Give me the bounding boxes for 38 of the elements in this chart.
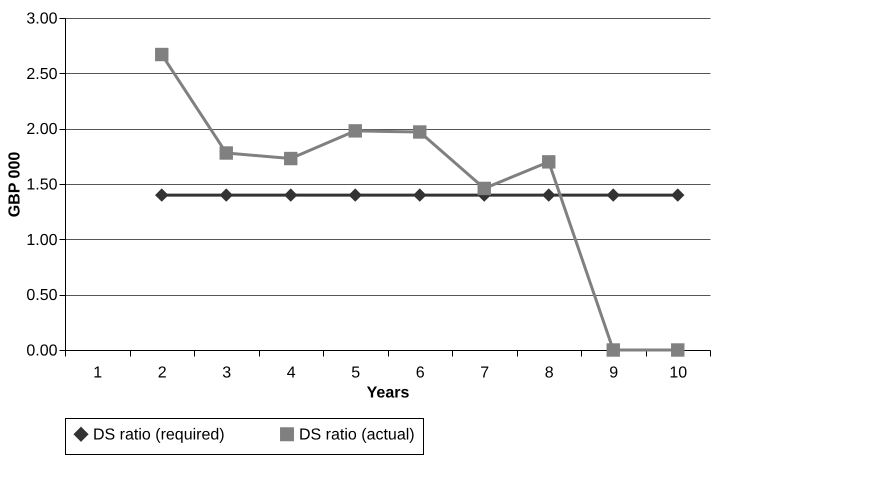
x-tick-label: 1 xyxy=(93,364,102,382)
point xyxy=(671,343,684,357)
point xyxy=(348,124,362,138)
x-tick-label: 10 xyxy=(669,364,688,382)
point xyxy=(155,48,168,62)
point xyxy=(220,146,233,160)
point xyxy=(606,343,620,357)
x-tick-label: 2 xyxy=(158,364,167,382)
point xyxy=(284,152,298,166)
point xyxy=(284,188,298,202)
point xyxy=(542,155,556,169)
y-axis-title: GBP 000 xyxy=(6,152,24,218)
x-tick-label: 3 xyxy=(222,364,232,382)
point xyxy=(155,188,168,202)
x-tick-label: 7 xyxy=(480,364,490,382)
point xyxy=(671,188,684,202)
legend-label: DS ratio (actual) xyxy=(299,426,415,444)
x-tick-label: 4 xyxy=(286,364,296,382)
legend-label: DS ratio (required) xyxy=(93,426,225,444)
point xyxy=(220,188,233,202)
y-tick-label: 0.50 xyxy=(26,287,58,304)
point xyxy=(542,188,556,202)
point xyxy=(606,188,620,202)
y-tick-label: 3.00 xyxy=(26,10,58,28)
x-tick-label: 6 xyxy=(416,364,425,382)
point xyxy=(413,188,426,202)
y-tick-label: 1.50 xyxy=(26,176,58,194)
point xyxy=(413,125,426,139)
x-tick-label: 5 xyxy=(351,364,360,382)
x-tick-label: 9 xyxy=(609,364,618,382)
point xyxy=(478,182,491,196)
y-tick-label: 2.50 xyxy=(26,66,58,83)
y-tick-label: 1.00 xyxy=(26,232,58,249)
point xyxy=(348,188,362,202)
y-tick-label: 0.00 xyxy=(26,342,58,360)
y-tick-label: 2.00 xyxy=(26,121,58,138)
x-tick-label: 8 xyxy=(544,364,554,382)
x-axis-title: Years xyxy=(366,384,410,402)
